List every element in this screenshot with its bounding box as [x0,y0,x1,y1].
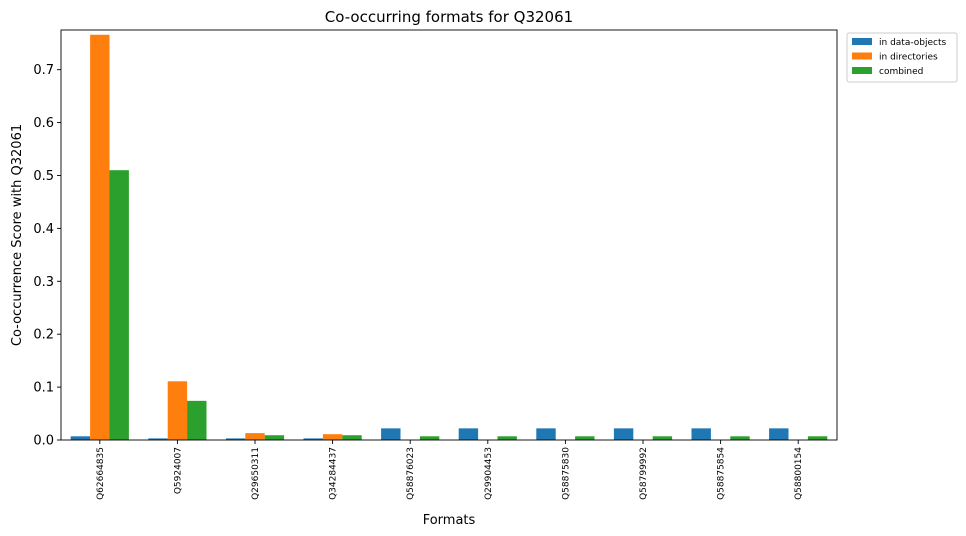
x-tick-label: Q58875830 [561,447,571,500]
bar-combined-Q62664835 [109,170,129,440]
x-tick-label: Q58799992 [639,447,649,500]
bars-group [70,34,828,440]
bar-in-data-objects-Q62664835 [70,436,91,440]
bar-combined-Q5924007 [187,400,207,440]
bar-combined-Q58876023 [419,436,440,440]
y-tick-label: 0.1 [33,381,54,396]
bar-combined-Q29904453 [497,436,517,440]
x-tick-label: Q58875854 [717,447,727,500]
legend-label: combined [879,67,923,77]
bar-in-data-objects-Q58875854 [691,428,711,440]
bar-combined-Q58875830 [575,436,595,440]
legend: in data-objects in directories combined [846,32,958,83]
bar-in-data-objects-Q29904453 [458,428,479,440]
x-axis: Q62664835 Q5924007 Q29650311 Q34284437 Q5887… [96,440,804,500]
y-axis-label: Co-occurrence Score with Q32061 [10,124,25,346]
bar-combined-Q34284437 [342,435,362,440]
bar-in-data-objects-Q34284437 [303,438,323,440]
legend-swatch [852,38,872,45]
y-tick-label: 0.0 [33,434,54,449]
bar-in-data-objects-Q5924007 [148,438,168,440]
x-tick-label: Q58876023 [406,447,416,500]
bar-combined-Q29650311 [264,435,285,440]
legend-frame [846,32,958,83]
chart-title: Co-occurring formats for Q32061 [325,8,573,26]
y-tick-label: 0.3 [33,275,54,290]
x-tick-label: Q34284437 [329,447,339,500]
bar-in-directories-Q34284437 [322,434,343,440]
legend-swatch [852,52,872,60]
x-axis-label: Formats [423,513,476,528]
x-tick-label: Q58800154 [794,447,804,500]
plot-frame [60,29,838,441]
bar-in-directories-Q29650311 [245,433,265,440]
bar-combined-Q58799992 [652,436,673,440]
x-tick-label: Q62664835 [96,447,106,500]
bar-combined-Q58800154 [807,436,828,440]
y-tick-label: 0.5 [33,169,54,184]
legend-swatch [852,67,872,74]
bar-in-data-objects-Q29650311 [225,438,246,440]
y-tick-label: 0.7 [33,63,54,78]
x-tick-label: Q5924007 [173,447,183,494]
y-tick-label: 0.2 [33,328,54,343]
y-tick-label: 0.4 [33,222,54,237]
x-tick-label: Q29650311 [251,447,261,500]
legend-label: in data-objects [879,38,946,48]
bar-combined-Q58875854 [730,436,750,440]
bar-in-data-objects-Q58875830 [536,428,556,440]
bar-in-directories-Q62664835 [90,34,110,440]
x-tick-label: Q29904453 [484,447,494,500]
bar-in-directories-Q5924007 [167,381,188,440]
bar-in-data-objects-Q58799992 [613,428,634,440]
y-axis: 0.0 0.1 0.2 0.3 0.4 0.5 0.6 0.7 [33,63,61,449]
y-tick-label: 0.6 [33,116,54,131]
legend-label: in directories [879,53,938,63]
bar-in-data-objects-Q58876023 [381,428,401,440]
bar-in-data-objects-Q58800154 [769,428,789,440]
